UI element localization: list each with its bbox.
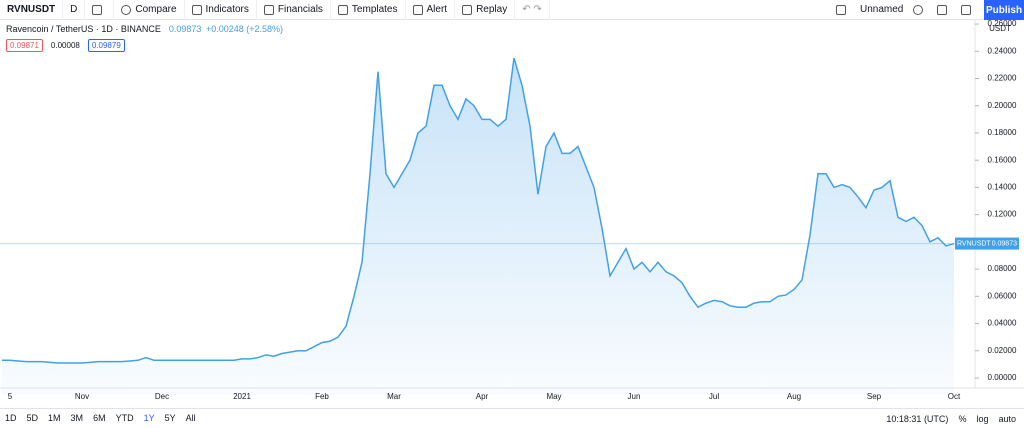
- settings-icon[interactable]: [913, 4, 924, 15]
- x-tick-label: Jul: [709, 392, 719, 401]
- legend: Ravencoin / TetherUS · 1D · BINANCE 0.098…: [6, 24, 283, 34]
- label: Templates: [351, 4, 398, 15]
- icon: [337, 4, 348, 15]
- label: Compare: [135, 4, 177, 15]
- chart: USDT 0.00000 0.02000 0.04000 0.06000 0.08000…: [0, 20, 1024, 401]
- layout-icon[interactable]: [836, 4, 846, 15]
- box[interactable]: 0.09871: [6, 39, 43, 52]
- label: Financials: [277, 4, 323, 15]
- snapshot-icon[interactable]: [961, 4, 972, 15]
- undo-redo[interactable]: ↶ ↷: [515, 0, 550, 20]
- legend-title: Ravencoin / TetherUS · 1D · BINANCE: [6, 24, 161, 34]
- right-tools: Unnamed: [836, 0, 975, 20]
- scale-option[interactable]: %: [958, 413, 967, 424]
- range-button[interactable]: 5Y: [164, 413, 176, 423]
- y-tick-label: 0.18000: [988, 128, 1017, 137]
- x-tick-label: Nov: [75, 392, 89, 401]
- area-fill: [2, 58, 954, 395]
- range-button[interactable]: 3M: [70, 413, 84, 423]
- legend-change: +0.00248 (+2.58%): [205, 24, 284, 34]
- y-tick-label: 0.12000: [988, 210, 1017, 219]
- y-tick-label: 0.14000: [988, 183, 1017, 192]
- range-button[interactable]: YTD: [115, 413, 134, 423]
- range-button[interactable]: 1Y: [143, 413, 155, 423]
- y-tick-label: 0.04000: [988, 319, 1017, 328]
- y-tick-label: 0.16000: [988, 155, 1017, 164]
- x-tick-label: Mar: [387, 392, 401, 401]
- bars-icon[interactable]: [85, 0, 115, 20]
- top-toolbar: RVNUSDT D Compare Indicators Financials …: [0, 0, 1024, 20]
- last-price-value: 0.09873: [992, 240, 1017, 247]
- legend-boxes: 0.09871 0.00008 0.09879: [6, 39, 125, 52]
- y-tick-label: 0.26000: [988, 20, 1017, 28]
- legend-price: 0.09873: [168, 24, 202, 34]
- scale-option[interactable]: auto: [998, 413, 1016, 424]
- bottom-bar: 1D 5D 1M 3M 6M YTD 1Y 5Y All 10:18:31 (UTC)% log au…: [0, 408, 1024, 427]
- icon: [191, 4, 202, 15]
- range-button[interactable]: 6M: [93, 413, 106, 423]
- y-tick-label: 0.08000: [988, 264, 1017, 273]
- symbol[interactable]: RVNUSDT: [0, 0, 64, 20]
- label: Replay: [476, 4, 508, 15]
- x-tick-label: 5: [8, 392, 13, 401]
- icon: [412, 4, 423, 15]
- icon: [263, 4, 274, 15]
- range-button[interactable]: 1M: [48, 413, 61, 423]
- y-tick-label: 0.22000: [988, 74, 1017, 83]
- fullscreen-icon[interactable]: [937, 4, 948, 15]
- replay[interactable]: Replay: [455, 0, 516, 20]
- clock: 10:18:31 (UTC): [886, 413, 949, 424]
- x-tick-label: Feb: [315, 392, 329, 401]
- scale-option[interactable]: log: [976, 413, 989, 424]
- bottom-right: 10:18:31 (UTC)% log auto: [886, 409, 1016, 428]
- range-button[interactable]: 5D: [26, 413, 39, 423]
- icon: [462, 4, 473, 15]
- x-tick-label: Jun: [628, 392, 641, 401]
- range-button[interactable]: All: [185, 413, 196, 423]
- box[interactable]: 0.09879: [87, 39, 125, 52]
- interval[interactable]: D: [63, 0, 86, 20]
- layout-name[interactable]: Unnamed: [860, 4, 904, 15]
- price-axis-unit: USDT: [989, 24, 1011, 33]
- x-tick-label: Oct: [948, 392, 961, 401]
- y-tick-label: 0.06000: [988, 291, 1017, 300]
- templates[interactable]: Templates: [331, 0, 406, 20]
- y-tick-label: 0.02000: [988, 346, 1017, 355]
- x-tick-label: Dec: [155, 392, 169, 401]
- x-tick-label: Aug: [787, 392, 801, 401]
- label: Indicators: [205, 4, 249, 15]
- y-tick-label: 0.20000: [988, 101, 1017, 110]
- box: 0.00008: [50, 41, 80, 50]
- label: Alert: [426, 4, 448, 15]
- compare[interactable]: Compare: [114, 0, 185, 20]
- price-line: [2, 57, 955, 364]
- icon: [121, 4, 132, 15]
- financials[interactable]: Financials: [257, 0, 331, 20]
- alert[interactable]: Alert: [406, 0, 456, 20]
- range-button[interactable]: 1D: [5, 413, 17, 423]
- x-tick-label: 2021: [233, 392, 251, 401]
- last-price-symbol: RVNUSDT: [957, 240, 991, 247]
- x-tick-label: May: [546, 392, 561, 401]
- last-price-tag: [955, 237, 1019, 250]
- y-tick-label: 0.00000: [988, 373, 1017, 382]
- icon: [92, 4, 103, 15]
- indicators[interactable]: Indicators: [185, 0, 257, 20]
- y-tick-label: 0.24000: [988, 46, 1017, 55]
- publish-button[interactable]: Publish: [984, 0, 1024, 20]
- x-tick-label: Apr: [476, 392, 489, 401]
- x-tick-label: Sep: [867, 392, 882, 401]
